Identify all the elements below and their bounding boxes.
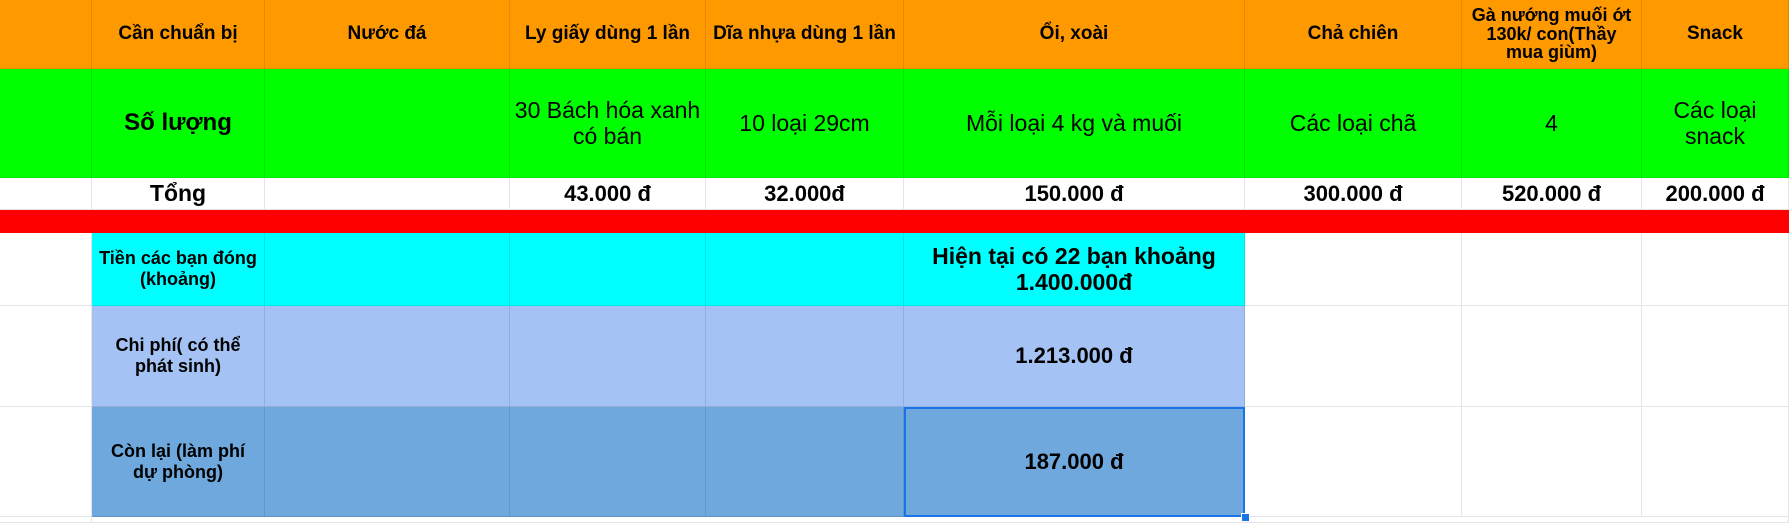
header-cha[interactable]: Chả chiên	[1245, 0, 1462, 69]
total-label[interactable]: Tổng	[92, 178, 265, 210]
row-number-cell[interactable]	[0, 69, 92, 178]
remaining-label[interactable]: Còn lại (làm phí dự phòng)	[92, 407, 265, 517]
total-ice[interactable]	[265, 178, 510, 210]
quantity-cups[interactable]: 30 Bách hóa xanh có bán	[510, 69, 706, 178]
total-chicken[interactable]: 520.000 đ	[1462, 178, 1642, 210]
header-ice[interactable]: Nước đá	[265, 0, 510, 69]
quantity-label[interactable]: Số lượng	[92, 69, 265, 178]
remaining-cell[interactable]	[265, 407, 510, 517]
row-number-cell[interactable]	[0, 0, 92, 69]
total-cha[interactable]: 300.000 đ	[1245, 178, 1462, 210]
costs-cell[interactable]	[265, 306, 510, 407]
empty-cell[interactable]	[1462, 407, 1642, 517]
contributions-value[interactable]: Hiện tại có 22 bạn khoảng 1.400.000đ	[904, 233, 1245, 306]
selection-fill-handle[interactable]	[1241, 513, 1250, 522]
costs-cell[interactable]	[706, 306, 904, 407]
row-number-cell[interactable]	[0, 233, 92, 306]
quantity-chicken[interactable]: 4	[1462, 69, 1642, 178]
empty-cell[interactable]	[1462, 233, 1642, 306]
row-number-cell[interactable]	[0, 306, 92, 407]
contributions-cell[interactable]	[265, 233, 510, 306]
total-plates[interactable]: 32.000đ	[706, 178, 904, 210]
header-chicken[interactable]: Gà nướng muối ớt 130k/ con(Thầy mua giùm…	[1462, 0, 1642, 69]
row-number-cell[interactable]	[0, 517, 92, 523]
remaining-value[interactable]: 187.000 đ	[904, 407, 1245, 517]
header-snack[interactable]: Snack	[1642, 0, 1789, 69]
separator-row[interactable]	[0, 210, 1789, 233]
empty-cell[interactable]	[1642, 407, 1789, 517]
header-plates[interactable]: Dĩa nhựa dùng 1 lần	[706, 0, 904, 69]
remaining-cell[interactable]	[510, 407, 706, 517]
remaining-cell[interactable]	[706, 407, 904, 517]
contributions-cell[interactable]	[510, 233, 706, 306]
quantity-plates[interactable]: 10 loại 29cm	[706, 69, 904, 178]
row-number-cell[interactable]	[0, 407, 92, 517]
quantity-fruit[interactable]: Mỗi loại 4 kg và muối	[904, 69, 1245, 178]
empty-cell[interactable]	[1245, 407, 1462, 517]
empty-cell[interactable]	[92, 517, 1789, 523]
empty-cell[interactable]	[1245, 233, 1462, 306]
empty-cell[interactable]	[1462, 306, 1642, 407]
contributions-label[interactable]: Tiền các bạn đóng (khoảng)	[92, 233, 265, 306]
quantity-ice[interactable]	[265, 69, 510, 178]
header-fruit[interactable]: Ổi, xoài	[904, 0, 1245, 69]
total-cups[interactable]: 43.000 đ	[510, 178, 706, 210]
empty-cell[interactable]	[1245, 306, 1462, 407]
costs-label[interactable]: Chi phí( có thể phát sinh)	[92, 306, 265, 407]
costs-value[interactable]: 1.213.000 đ	[904, 306, 1245, 407]
quantity-cha[interactable]: Các loại chã	[1245, 69, 1462, 178]
total-snack[interactable]: 200.000 đ	[1642, 178, 1789, 210]
empty-cell[interactable]	[1642, 233, 1789, 306]
empty-cell[interactable]	[1642, 306, 1789, 407]
header-cups[interactable]: Ly giấy dùng 1 lần	[510, 0, 706, 69]
contributions-cell[interactable]	[706, 233, 904, 306]
row-number-cell[interactable]	[0, 178, 92, 210]
quantity-snack[interactable]: Các loại snack	[1642, 69, 1789, 178]
header-prep[interactable]: Cần chuẩn bị	[92, 0, 265, 69]
costs-cell[interactable]	[510, 306, 706, 407]
total-fruit[interactable]: 150.000 đ	[904, 178, 1245, 210]
